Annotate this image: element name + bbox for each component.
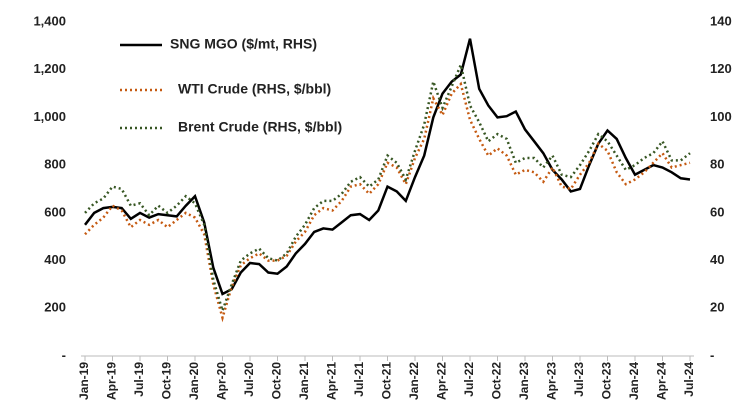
x-tick-label: Jan-24 xyxy=(627,362,641,400)
x-tick-label: Jul-19 xyxy=(132,362,146,397)
x-tick-label: Apr-20 xyxy=(215,362,229,400)
x-tick-label: Jul-22 xyxy=(462,362,476,397)
y-tick-label: 200 xyxy=(44,300,66,315)
y-tick-label: 1,000 xyxy=(33,109,66,124)
x-tick-label: Oct-23 xyxy=(600,362,614,400)
x-tick-label: Jan-19 xyxy=(77,362,91,400)
series-line xyxy=(84,81,691,323)
x-tick-label: Jul-24 xyxy=(682,362,696,397)
x-tick-label: Apr-24 xyxy=(655,362,669,400)
series-line xyxy=(84,60,691,315)
y2-tick-label: 80 xyxy=(710,157,724,172)
x-tick-label: Oct-20 xyxy=(270,362,284,400)
x-tick-label: Jul-23 xyxy=(572,362,586,397)
y-tick-label: 600 xyxy=(44,204,66,219)
y2-tick-label: 140 xyxy=(710,13,732,28)
y-tick-label: 1,200 xyxy=(33,61,66,76)
y2-tick-label: 120 xyxy=(710,61,732,76)
y-tick-label: - xyxy=(62,347,66,362)
y2-tick-label: 40 xyxy=(710,252,724,267)
x-tick-label: Apr-21 xyxy=(325,362,339,400)
y2-tick-label: 60 xyxy=(710,204,724,219)
x-tick-label: Apr-22 xyxy=(435,362,449,400)
x-tick-label: Apr-19 xyxy=(105,362,119,400)
series-line xyxy=(84,38,691,296)
x-tick-label: Jul-20 xyxy=(242,362,256,397)
y-tick-label: 400 xyxy=(44,252,66,267)
x-tick-label: Jan-21 xyxy=(297,362,311,400)
legend-label: WTI Crude (RHS, $/bbl) xyxy=(178,81,331,97)
y2-tick-label: 20 xyxy=(710,300,724,315)
legend-label: Brent Crude (RHS, $/bbl) xyxy=(178,119,342,135)
x-tick-label: Jul-21 xyxy=(352,362,366,397)
y2-tick-label: 100 xyxy=(710,109,732,124)
x-tick-label: Jan-23 xyxy=(517,362,531,400)
legend-label: SNG MGO ($/mt, RHS) xyxy=(170,36,317,52)
x-tick-label: Oct-22 xyxy=(490,362,504,400)
y2-tick-label: - xyxy=(710,347,714,362)
x-tick-label: Oct-21 xyxy=(380,362,394,400)
x-tick-label: Oct-19 xyxy=(160,362,174,400)
y-tick-label: 800 xyxy=(44,157,66,172)
x-tick-label: Jan-20 xyxy=(187,362,201,400)
x-tick-label: Apr-23 xyxy=(545,362,559,400)
y-tick-label: 1,400 xyxy=(33,13,66,28)
x-tick-label: Jan-22 xyxy=(407,362,421,400)
